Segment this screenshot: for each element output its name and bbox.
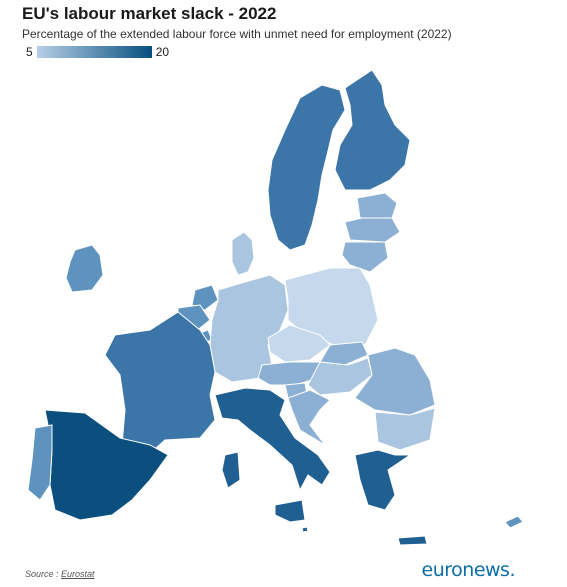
country-france[interactable] [104, 311, 216, 456]
country-poland[interactable] [284, 267, 379, 346]
country-lithuania[interactable] [341, 241, 389, 273]
country-ireland[interactable] [65, 244, 104, 293]
country-czechia[interactable] [267, 324, 331, 363]
country-cyprus[interactable] [504, 515, 524, 529]
source-prefix: Source : [25, 569, 62, 579]
country-sicily[interactable] [274, 499, 306, 523]
country-latvia[interactable] [344, 217, 401, 243]
country-finland[interactable] [334, 69, 411, 191]
source-note: Source : Eurostat [25, 569, 95, 579]
country-malta[interactable] [301, 526, 309, 533]
country-romania[interactable] [354, 347, 436, 416]
country-denmark[interactable] [231, 231, 255, 276]
country-crete[interactable] [397, 535, 428, 546]
color-legend: 5 20 [26, 45, 169, 59]
legend-gradient-bar [36, 46, 152, 58]
country-hungary[interactable] [307, 357, 373, 396]
eurostat-link[interactable]: Eurostat [61, 569, 95, 579]
country-sweden[interactable] [267, 84, 346, 251]
country-slovakia[interactable] [319, 341, 369, 366]
legend-min-label: 5 [26, 45, 33, 59]
country-portugal[interactable] [27, 424, 53, 501]
country-estonia[interactable] [356, 192, 398, 219]
country-greece[interactable] [354, 449, 412, 511]
legend-max-label: 20 [155, 45, 170, 59]
country-austria[interactable] [257, 361, 321, 386]
country-croatia[interactable] [287, 389, 331, 446]
country-netherlands[interactable] [191, 284, 219, 311]
europe-map [27, 69, 524, 546]
euronews-logo: euronews. [421, 559, 516, 581]
country-sardinia[interactable] [221, 451, 241, 489]
country-bulgaria[interactable] [374, 407, 436, 451]
chart-title: EU's labour market slack - 2022 [22, 4, 277, 23]
chart-subtitle: Percentage of the extended labour force … [22, 27, 452, 41]
country-italy[interactable] [214, 387, 331, 492]
